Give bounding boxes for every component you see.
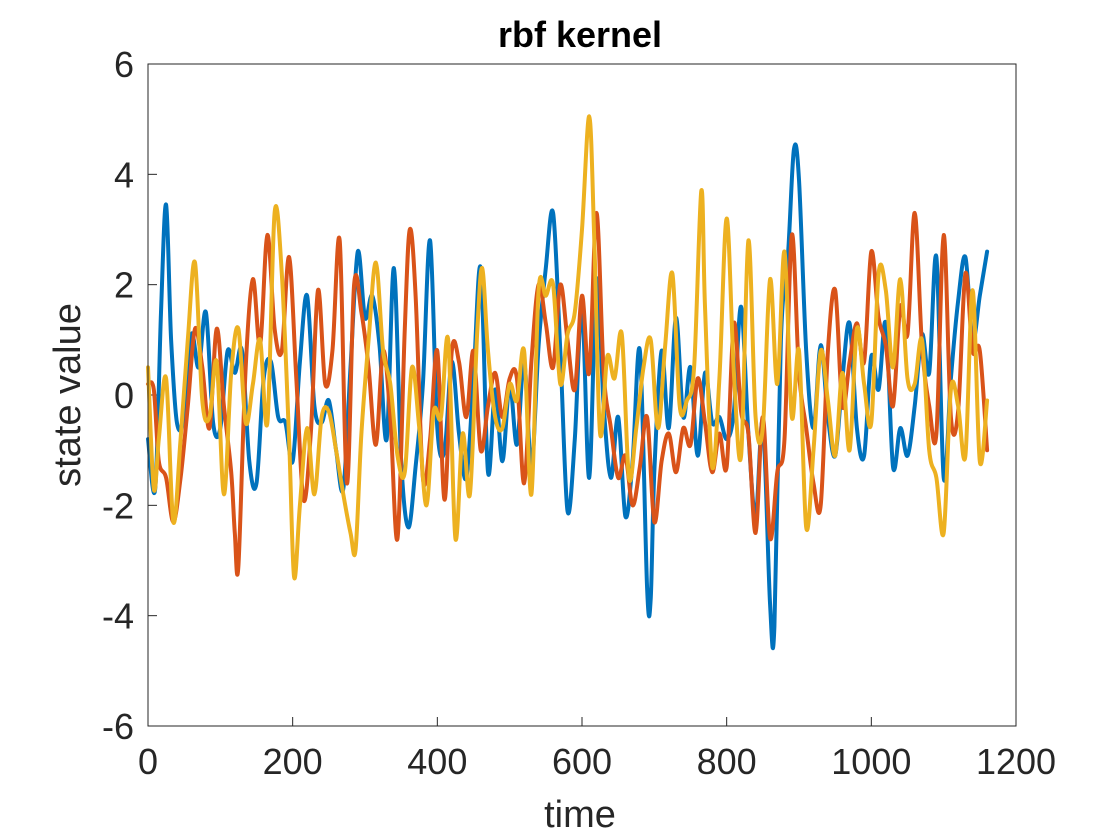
x-axis-label: time — [544, 794, 616, 836]
y-axis-label: state value — [47, 303, 89, 487]
y-tick-label: -6 — [102, 706, 134, 747]
x-tick-label: 1000 — [831, 741, 911, 782]
y-tick-label: 4 — [114, 154, 134, 195]
y-tick-label: 2 — [114, 265, 134, 306]
y-axis-ticks: -6 -4 -2 0 2 4 6 — [102, 44, 157, 747]
y-tick-label: -4 — [102, 596, 134, 637]
y-tick-label: 6 — [114, 44, 134, 85]
x-tick-label: 0 — [138, 741, 158, 782]
plot-area-frame — [147, 63, 1017, 727]
x-tick-label: 800 — [697, 741, 757, 782]
x-tick-label: 400 — [407, 741, 467, 782]
series-group — [146, 114, 990, 651]
y-tick-label: 0 — [114, 375, 134, 416]
x-tick-label: 1200 — [976, 741, 1056, 782]
chart-title: rbf kernel — [498, 14, 662, 55]
x-tick-label: 200 — [263, 741, 323, 782]
x-tick-label: 600 — [552, 741, 612, 782]
x-axis-ticks: 0 200 400 600 800 1000 1200 — [138, 717, 1056, 782]
series-line-3 — [146, 114, 990, 581]
y-tick-label: -2 — [102, 485, 134, 526]
